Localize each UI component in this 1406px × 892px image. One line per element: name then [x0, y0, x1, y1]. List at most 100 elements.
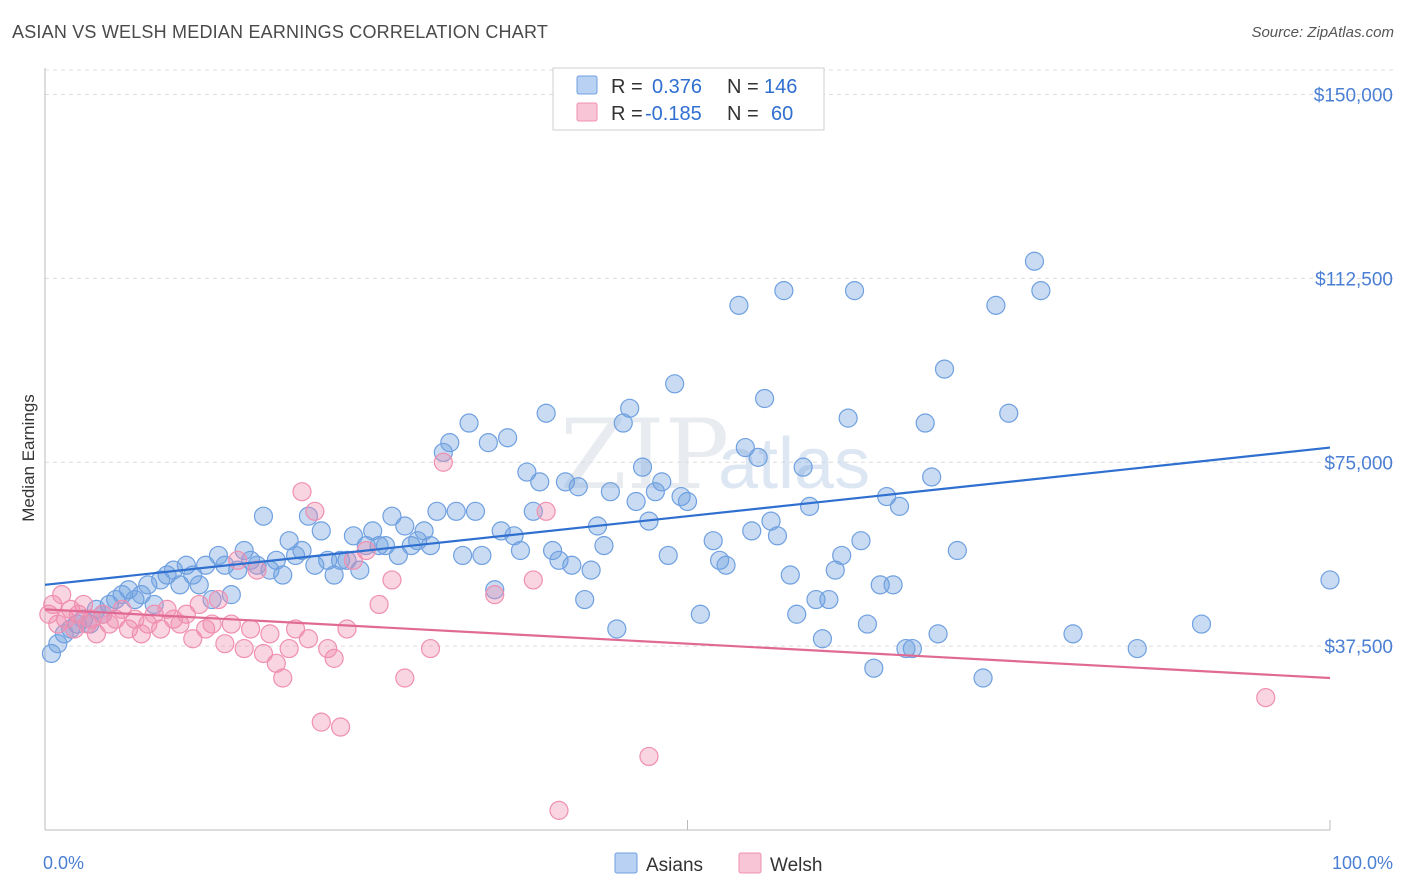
asians-point-80: [555, 472, 576, 492]
asians-point-52: [375, 536, 396, 556]
welsh-point-49: [330, 717, 351, 737]
asians-point-71: [498, 428, 518, 448]
asians-point-94: [645, 482, 665, 502]
welsh-point-25: [176, 604, 196, 624]
asians-point-132: [915, 413, 935, 433]
welsh-point-32: [221, 614, 241, 634]
welsh-point-46: [311, 712, 331, 732]
asians-point-66: [465, 501, 486, 521]
asians-point-111: [774, 281, 794, 301]
asians-point-69: [485, 580, 505, 600]
asians-point-59: [420, 536, 441, 556]
welsh-point-45: [305, 501, 325, 521]
asians-point-26: [208, 545, 229, 566]
asians-point-145: [1063, 624, 1083, 644]
tick-labels: $37,500 $75,000 $112,500 $150,000 0.0% 100.0%: [43, 86, 1393, 873]
asians-point-64: [453, 545, 473, 566]
asians-point-63: [446, 501, 466, 521]
asians-point-46: [337, 550, 357, 570]
asians-point-91: [626, 491, 646, 512]
asians-point-121: [838, 408, 858, 428]
asians-point-36: [273, 565, 293, 585]
series-welsh: [39, 452, 1276, 820]
chart-title: ASIAN VS WELSH MEDIAN EARNINGS CORRELATI…: [12, 22, 549, 42]
asians-point-60: [427, 501, 447, 521]
asians-point-99: [677, 491, 698, 512]
asians-point-73: [510, 540, 531, 561]
welsh-point-62: [639, 746, 659, 767]
asians-point-125: [864, 658, 884, 678]
legend-r-label-asians: R =: [611, 76, 643, 98]
asians-point-23: [189, 575, 209, 595]
asians-point-68: [478, 433, 498, 453]
asians-point-84: [581, 560, 601, 580]
asians-point-78: [542, 540, 563, 561]
asians-point-48: [350, 560, 370, 580]
asians-point-106: [742, 521, 762, 541]
asians-point-133: [922, 467, 942, 487]
watermark-zip: ZIP: [560, 399, 729, 511]
welsh-point-63: [1256, 688, 1276, 708]
legend-r-value-welsh: -0.185: [645, 103, 702, 125]
legend-r-value-asians: 0.376: [652, 76, 702, 98]
bottom-legend-swatch-welsh: [738, 852, 762, 874]
asians-point-47: [343, 526, 363, 546]
asians-point-65: [459, 413, 479, 433]
asians-point-142: [1127, 638, 1147, 659]
asians-point-97: [665, 374, 685, 394]
welsh-point-40: [273, 668, 293, 688]
series-legend: Asians Welsh: [614, 852, 822, 876]
asians-point-90: [620, 398, 640, 418]
watermark-atlas: atlas: [718, 424, 870, 504]
asians-point-115: [799, 496, 820, 516]
x-tick-label-0: 0.0%: [43, 853, 84, 873]
asians-point-28: [221, 585, 241, 605]
legend-r-label-welsh: R =: [611, 103, 643, 125]
welsh-point-44: [298, 629, 319, 649]
stats-legend: R = 0.376 N = 146 R = -0.185 N = 60: [552, 67, 825, 131]
asians-point-139: [999, 403, 1019, 423]
asians-point-39: [292, 540, 312, 561]
y-tick-label-0: $37,500: [1324, 637, 1393, 658]
welsh-point-43: [292, 482, 312, 502]
asians-point-101: [703, 531, 723, 551]
asians-point-124: [857, 614, 878, 634]
y-tick-label-1: $75,000: [1324, 453, 1393, 474]
welsh-point-22: [157, 599, 177, 619]
welsh-trend-line: [44, 608, 1331, 680]
asians-point-134: [928, 624, 948, 644]
welsh-point-60: [536, 501, 556, 521]
asians-point-24: [196, 555, 216, 575]
x-tick-label-1: 100.0%: [1332, 853, 1393, 873]
welsh-point-24: [170, 614, 190, 634]
asians-point-113: [787, 604, 807, 624]
asians-point-16: [144, 594, 164, 615]
asians-point-0: [41, 643, 62, 664]
asians-point-62: [440, 433, 460, 453]
welsh-point-27: [189, 594, 209, 615]
welsh-point-54: [382, 570, 402, 590]
asians-point-123: [851, 531, 871, 551]
welsh-point-14: [106, 609, 126, 629]
asians-point-79: [549, 550, 569, 570]
asians-point-67: [472, 545, 492, 566]
asians-point-114: [793, 457, 813, 477]
asians-point-117: [812, 629, 833, 649]
asians-point-105: [735, 437, 755, 458]
asians-point-135: [934, 359, 955, 379]
asians-point-76: [530, 472, 550, 492]
asians-point-104: [729, 295, 749, 315]
axes: [44, 68, 1331, 831]
welsh-point-16: [118, 619, 139, 639]
chart-source: Source: ZipAtlas.com: [1251, 24, 1394, 41]
legend-n-label-asians: N =: [727, 76, 759, 98]
asians-point-77: [536, 403, 556, 423]
welsh-point-55: [395, 668, 415, 688]
welsh-point-12: [93, 604, 113, 624]
asians-point-25: [202, 589, 222, 610]
asians-point-30: [234, 540, 254, 561]
welsh-point-42: [285, 619, 306, 639]
asians-point-129: [889, 496, 910, 516]
asians-point-20: [170, 575, 190, 595]
asians-point-82: [568, 477, 588, 497]
